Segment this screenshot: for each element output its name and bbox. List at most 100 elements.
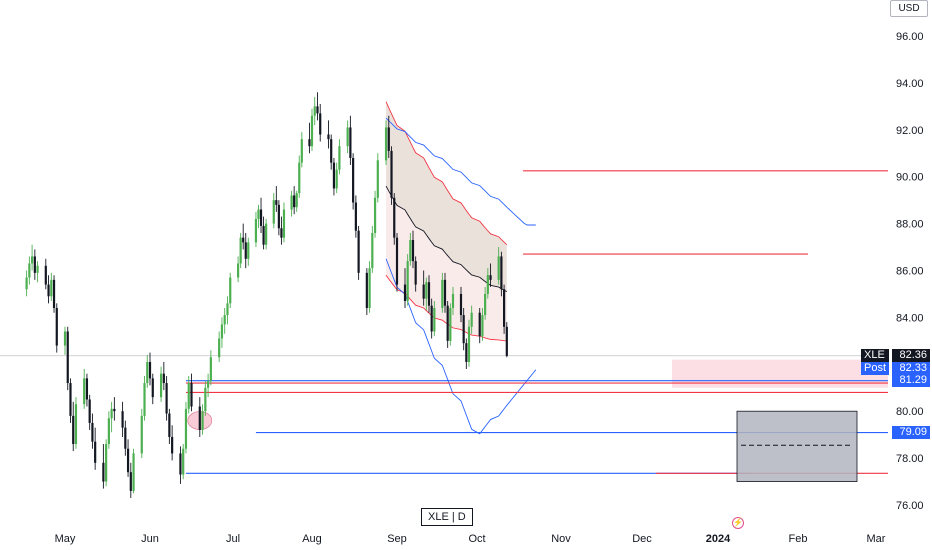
candle-body-125 bbox=[497, 256, 500, 280]
candle-body-86 bbox=[349, 127, 352, 158]
x-tick-label-5: Oct bbox=[468, 533, 485, 545]
candle-body-9 bbox=[55, 308, 58, 346]
level-price-tag: 81.29 bbox=[892, 374, 930, 388]
candle-body-67 bbox=[277, 204, 280, 229]
symbol-interval-box[interactable]: XLE | D bbox=[421, 508, 473, 526]
candle-body-70 bbox=[290, 195, 293, 210]
candle-body-15 bbox=[83, 378, 86, 405]
candle-body-14 bbox=[74, 404, 78, 445]
candle-body-60 bbox=[254, 218, 258, 243]
candle-body-61 bbox=[257, 209, 260, 219]
candle-body-89 bbox=[357, 230, 360, 273]
candle-body-38 bbox=[168, 413, 171, 437]
candle-body-91 bbox=[368, 268, 371, 309]
candle-body-62 bbox=[259, 209, 263, 226]
x-tick-label-4: Sep bbox=[387, 533, 407, 545]
y-tick-label-1: 78.00 bbox=[896, 453, 924, 465]
candle-body-81 bbox=[330, 139, 333, 163]
candle-body-77 bbox=[313, 106, 316, 116]
candle-body-16 bbox=[85, 378, 89, 400]
candle-body-5 bbox=[44, 265, 47, 285]
target-box bbox=[736, 410, 858, 482]
candle-body-56 bbox=[239, 237, 242, 264]
y-tick-label-2: 80.00 bbox=[896, 406, 924, 418]
y-tick-label-8: 92.00 bbox=[896, 125, 924, 137]
candle-body-92 bbox=[371, 232, 374, 269]
candle-body-1 bbox=[28, 263, 31, 278]
candle-body-4 bbox=[36, 265, 39, 273]
band-mid-line bbox=[385, 185, 508, 293]
candle-body-68 bbox=[280, 228, 283, 238]
candle-body-98 bbox=[393, 197, 396, 238]
candle-body-3 bbox=[33, 256, 36, 273]
candle-body-18 bbox=[91, 422, 94, 442]
candle-body-117 bbox=[465, 343, 468, 362]
candle-body-54 bbox=[229, 277, 232, 304]
currency-label[interactable]: USD bbox=[890, 0, 928, 17]
candle-body-29 bbox=[132, 453, 135, 491]
y-tick-label-0: 76.00 bbox=[896, 500, 924, 512]
event-bolt-icon[interactable]: ⚡ bbox=[732, 517, 744, 529]
level-price-tag-2: 79.09 bbox=[892, 426, 930, 440]
x-tick-label-9: Feb bbox=[789, 533, 808, 545]
candle-body-55 bbox=[236, 263, 240, 278]
candle-body-127 bbox=[502, 289, 506, 327]
candle-body-96 bbox=[387, 127, 390, 151]
candle-body-25 bbox=[121, 411, 124, 428]
candle-body-87 bbox=[352, 157, 355, 203]
candle-body-58 bbox=[244, 242, 247, 259]
candle-body-2 bbox=[30, 256, 34, 264]
candle-body-49 bbox=[209, 357, 212, 381]
x-tick-label-2: Jul bbox=[226, 533, 240, 545]
candle-body-40 bbox=[179, 453, 182, 475]
candle-body-109 bbox=[433, 308, 436, 332]
last-price-symbol-tag: XLE bbox=[861, 349, 889, 363]
candle-body-45 bbox=[198, 406, 201, 430]
candle-body-76 bbox=[310, 115, 314, 147]
candle-body-112 bbox=[446, 305, 449, 341]
candle-body-93 bbox=[373, 197, 377, 233]
candle-body-116 bbox=[462, 315, 465, 344]
candle-body-12 bbox=[69, 383, 72, 416]
candle-body-113 bbox=[449, 308, 452, 341]
candle-body-74 bbox=[300, 139, 303, 163]
x-tick-label-8: 2024 bbox=[706, 533, 731, 545]
candle-body-10 bbox=[63, 331, 67, 346]
candle-body-37 bbox=[165, 383, 168, 414]
candle-body-111 bbox=[443, 279, 447, 306]
candle-body-51 bbox=[220, 324, 224, 339]
candle-body-27 bbox=[126, 448, 130, 473]
candle-body-128 bbox=[505, 326, 508, 356]
candle-body-39 bbox=[171, 436, 174, 454]
candle-body-11 bbox=[66, 331, 69, 384]
candle-body-65 bbox=[272, 200, 275, 224]
candle-body-31 bbox=[143, 383, 146, 416]
candle-body-72 bbox=[295, 193, 298, 208]
candle-body-73 bbox=[298, 162, 301, 194]
candle-body-57 bbox=[242, 237, 245, 243]
y-tick-label-10: 96.00 bbox=[896, 31, 924, 43]
candle-body-119 bbox=[470, 312, 473, 327]
candle-body-97 bbox=[390, 150, 393, 198]
candle-body-94 bbox=[376, 160, 379, 198]
candle-body-99 bbox=[395, 237, 399, 285]
candle-body-107 bbox=[427, 282, 431, 306]
candle-body-114 bbox=[451, 293, 455, 309]
candle-body-122 bbox=[484, 293, 487, 316]
candle-body-24 bbox=[113, 408, 116, 412]
candle-body-84 bbox=[338, 146, 341, 170]
candle-body-105 bbox=[422, 284, 425, 299]
candle-body-46 bbox=[201, 411, 204, 430]
candle-body-35 bbox=[159, 373, 163, 398]
candle-body-53 bbox=[226, 303, 229, 316]
candle-body-21 bbox=[105, 444, 108, 482]
candle-body-83 bbox=[335, 169, 338, 189]
candle-body-123 bbox=[486, 275, 489, 294]
x-tick-label-10: Mar bbox=[867, 533, 886, 545]
candle-body-22 bbox=[107, 418, 110, 445]
candle-body-6 bbox=[47, 284, 50, 297]
candle-body-88 bbox=[354, 202, 357, 231]
band-lower-line bbox=[385, 274, 507, 342]
last-price-tag: 82.36 bbox=[892, 349, 930, 363]
